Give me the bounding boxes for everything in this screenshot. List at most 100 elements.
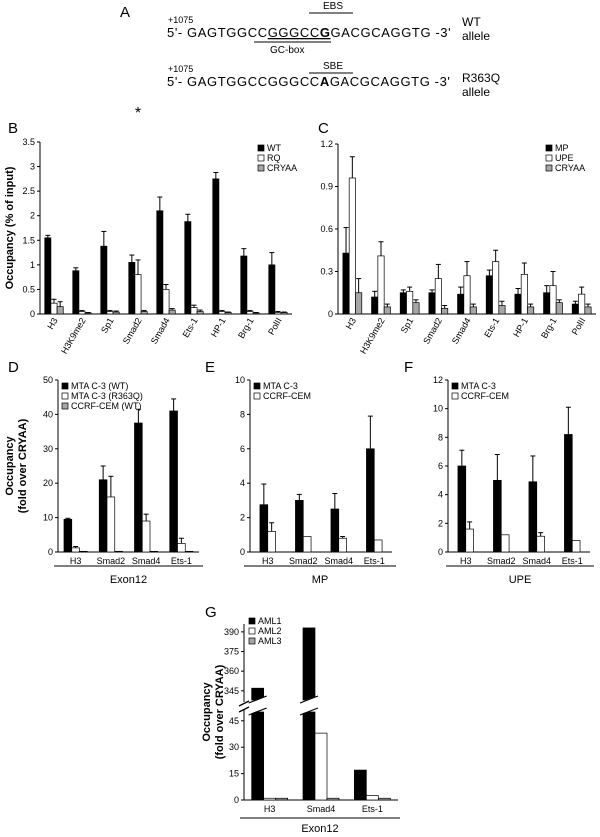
- group-label: Exon12: [110, 574, 147, 586]
- bar: [63, 518, 73, 553]
- y-tick-label: 1.5: [22, 235, 35, 245]
- bar: [100, 245, 108, 315]
- bar: [112, 311, 120, 315]
- bar: [302, 711, 316, 801]
- y-axis-title: Occupancy (% of input): [4, 166, 16, 289]
- legend-label: MP: [555, 143, 569, 153]
- wt-position: +1075: [168, 15, 193, 25]
- x-tick-label: H3: [264, 804, 276, 814]
- bar: [302, 536, 312, 553]
- panel-a-label: A: [120, 4, 130, 21]
- y-tick-label: 12: [433, 375, 443, 385]
- bar: [584, 306, 592, 315]
- y-tick-label: 0: [438, 547, 443, 557]
- wt-seq-pre: 5'- GAGTGGCC: [167, 25, 268, 40]
- panel-c: C 0 0.3 0.6 0.9 1.2 H3 H3K9me2 Sp1 Smad2 Smad4 Ets-…: [318, 120, 596, 356]
- group-label: Exon12: [301, 823, 338, 835]
- bar: [177, 543, 186, 553]
- rq-site-label: SBE: [323, 61, 343, 72]
- bar: [571, 540, 581, 553]
- wt-site-label: EBS: [323, 1, 343, 12]
- panel-d: D 0 10 20 30 40 50 Occupancy(fold over CRYAA) H3…: [4, 359, 203, 586]
- legend-label: CCRF-CEM: [263, 391, 311, 401]
- y-tick-label: 45: [229, 716, 239, 726]
- y-axis-title-line: Occupancy: [201, 681, 213, 741]
- bar: [275, 797, 289, 801]
- x-tick-label: Brg-1: [539, 316, 559, 340]
- bar: [371, 296, 379, 315]
- x-tick-label: HP-1: [511, 316, 530, 339]
- x-tick-label: Smad4: [324, 556, 353, 566]
- x-tick-label: Smad4: [132, 556, 161, 566]
- bar: [326, 797, 340, 801]
- bar: [543, 292, 551, 315]
- legend-swatch: [257, 154, 265, 162]
- x-tick-label: H3: [262, 556, 274, 566]
- x-tick-label: Smad2: [487, 556, 516, 566]
- x-tick-label: Ets-1: [181, 316, 200, 339]
- y-tick-label: 3.5: [22, 137, 35, 147]
- legend-swatch: [61, 392, 69, 400]
- x-tick-label: Ets-1: [171, 556, 192, 566]
- bar: [50, 302, 58, 315]
- y-tick-label: 2: [30, 211, 35, 221]
- y-tick-label: 0: [234, 795, 239, 805]
- legend-swatch: [545, 144, 553, 152]
- bar-break-mark: [248, 695, 267, 704]
- rq-allele-2: allele: [462, 85, 490, 99]
- bar: [140, 311, 148, 315]
- wt-sequence: 5'- GAGTGGCCGGGCCGGACGCAGGTG -3': [167, 25, 451, 40]
- bar: [528, 481, 538, 553]
- legend-swatch: [253, 392, 261, 400]
- y-tick-label: 4: [438, 490, 443, 500]
- y-tick-label: 0: [240, 547, 245, 557]
- bar: [355, 292, 363, 315]
- y-tick-label: 20: [43, 478, 53, 488]
- y-tick-label: 8: [438, 432, 443, 442]
- x-tick-label: Smad4: [149, 316, 172, 346]
- legend-swatch: [248, 627, 256, 635]
- bar: [280, 312, 288, 315]
- legend-label: MTA C-3 (WT): [71, 381, 128, 391]
- bar: [555, 302, 563, 315]
- bar: [141, 520, 151, 553]
- x-tick-label: Smad4: [522, 556, 551, 566]
- wt-allele-1: WT: [462, 15, 481, 29]
- bar: [168, 309, 176, 315]
- y-tick-label: 0: [48, 547, 53, 557]
- bar: [366, 448, 375, 553]
- y-tick-label: 2: [240, 513, 245, 523]
- bar: [457, 293, 465, 315]
- legend-label: AML2: [258, 626, 282, 636]
- y-tick-label: 8: [240, 409, 245, 419]
- bar: [578, 293, 586, 315]
- bar: [549, 285, 557, 315]
- y-tick-label: 30: [43, 444, 53, 454]
- bar: [383, 306, 391, 315]
- legend-label: CRYAA: [267, 163, 297, 173]
- wt-allele-2: allele: [462, 29, 490, 43]
- y-axis-title-line: (fold over CRYAA): [214, 664, 226, 759]
- wt-seq-post: GACGCAGGTG -3': [331, 25, 452, 40]
- bar: [469, 306, 477, 315]
- bar: [162, 289, 170, 315]
- bar: [149, 550, 159, 553]
- bar-break-mark: [248, 707, 267, 716]
- rq-seq-pre: 5'- GAGTGGCCGGGCC: [167, 74, 320, 89]
- y-tick-label: 6: [240, 444, 245, 454]
- legend-label: UPE: [555, 153, 574, 163]
- bar: [274, 312, 282, 315]
- bar: [514, 293, 522, 315]
- y-axis-title: Occupancy(fold over CRYAA): [201, 664, 226, 759]
- bar: [196, 311, 204, 315]
- bar: [98, 479, 108, 553]
- bar: [373, 539, 383, 553]
- y-tick-label: 0: [30, 309, 35, 319]
- x-tick-label: Brg-1: [236, 316, 256, 340]
- bar: [457, 465, 467, 553]
- x-tick-label: H3: [344, 316, 358, 331]
- bar: [406, 290, 414, 315]
- legend-label: CRYAA: [555, 163, 585, 173]
